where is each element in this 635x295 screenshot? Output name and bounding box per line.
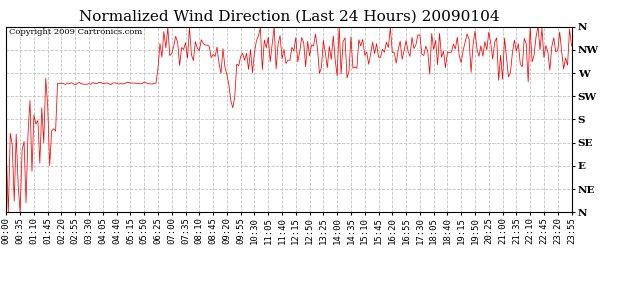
Text: Copyright 2009 Cartronics.com: Copyright 2009 Cartronics.com xyxy=(9,28,142,36)
Title: Normalized Wind Direction (Last 24 Hours) 20090104: Normalized Wind Direction (Last 24 Hours… xyxy=(79,10,499,24)
